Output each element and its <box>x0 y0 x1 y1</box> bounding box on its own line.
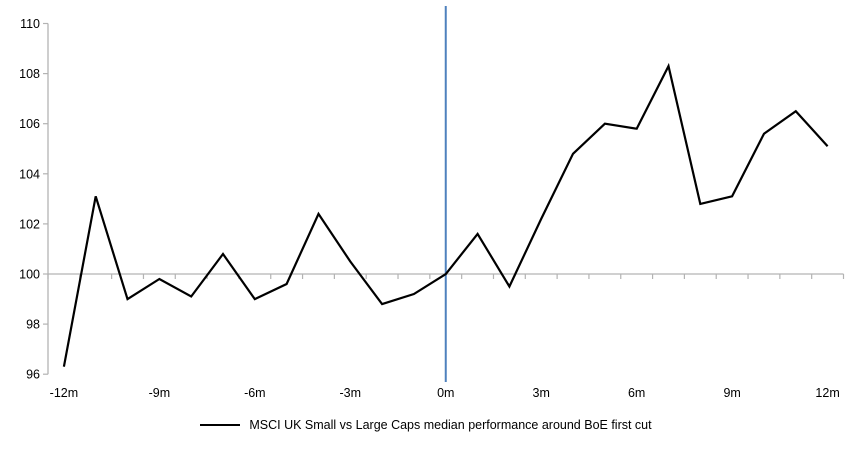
x-tick-label: 6m <box>628 386 645 400</box>
y-tick-label: 104 <box>19 167 40 181</box>
x-tick-label: -12m <box>50 386 78 400</box>
x-tick-label: -3m <box>340 386 362 400</box>
y-tick-label: 96 <box>26 368 40 382</box>
x-tick-label: 9m <box>723 386 740 400</box>
legend-label: MSCI UK Small vs Large Caps median perfo… <box>249 418 652 432</box>
y-tick-label: 106 <box>19 117 40 131</box>
x-tick-label: 0m <box>437 386 454 400</box>
x-tick-label: -6m <box>244 386 266 400</box>
legend: MSCI UK Small vs Large Caps median perfo… <box>0 417 852 433</box>
y-tick-label: 110 <box>20 17 40 31</box>
x-tick-label: 3m <box>533 386 550 400</box>
y-tick-label: 108 <box>19 67 40 81</box>
y-tick-label: 98 <box>26 318 40 332</box>
y-tick-label: 102 <box>19 217 40 231</box>
series-line <box>62 62 829 367</box>
x-tick-label: -9m <box>149 386 171 400</box>
y-tick-label: 100 <box>19 268 40 282</box>
x-tick-label: 12m <box>815 386 839 400</box>
legend-line-swatch <box>200 424 241 426</box>
